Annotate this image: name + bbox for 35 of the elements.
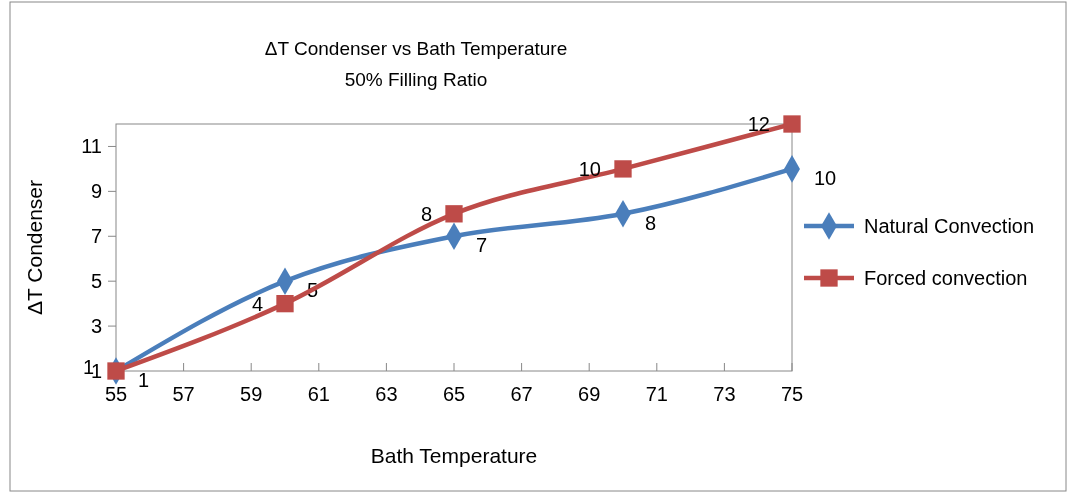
point (445, 205, 463, 223)
point (783, 115, 801, 133)
y-tick-label: 9 (90, 180, 102, 203)
x-tick-label: 65 (442, 383, 466, 405)
point (107, 362, 125, 380)
x-tick-label: 71 (645, 383, 668, 405)
x-tick-label: 55 (104, 383, 128, 405)
point (614, 160, 632, 178)
x-tick-label: 73 (713, 383, 736, 405)
data-label: 4 (251, 292, 263, 315)
data-label: 8 (645, 211, 657, 234)
x-tick-label: 69 (578, 383, 601, 405)
data-label: 12 (747, 113, 770, 135)
legend-label: Forced convection (864, 267, 1028, 289)
x-tick-label: 75 (780, 383, 804, 405)
x-axis-title: Bath Temperature (370, 444, 538, 467)
data-label: 10 (814, 166, 837, 189)
x-tick-label: 61 (307, 383, 330, 405)
chart-title: ΔT Condenser vs Bath Temperature (264, 38, 568, 59)
data-label: 10 (578, 157, 601, 180)
data-label: 1 (138, 369, 150, 391)
y-tick-label: 11 (81, 135, 102, 158)
y-tick-label: 5 (90, 270, 102, 293)
y-tick-label: 7 (90, 225, 102, 248)
data-label: 8 (420, 202, 432, 225)
x-tick-label: 59 (240, 383, 263, 405)
legend-label: Natural Convection (864, 215, 1035, 237)
x-tick-label: 67 (510, 383, 533, 405)
x-tick-label: 57 (172, 383, 195, 405)
x-tick-label: 63 (375, 383, 398, 405)
chart-subtitle: 50% Filling Ratio (344, 69, 488, 90)
y-axis-title: ΔT Condenser (23, 179, 46, 316)
y-tick-label: 3 (90, 315, 102, 338)
point (276, 294, 294, 313)
data-label: 7 (476, 234, 488, 257)
